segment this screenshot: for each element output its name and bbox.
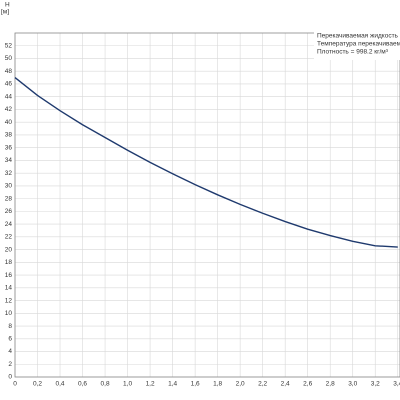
y-tick-label: 46: [5, 81, 13, 88]
x-tick-label: 2,8: [326, 381, 335, 388]
y-tick-label: 40: [5, 119, 13, 126]
y-tick-label: 34: [5, 157, 13, 164]
y-tick-label: 26: [5, 208, 13, 215]
y-tick-label: 36: [5, 144, 13, 151]
y-tick-label: 44: [5, 93, 13, 100]
x-tick-label: 2,6: [303, 381, 312, 388]
x-tick-label: 1,4: [168, 381, 177, 388]
x-tick-label: 3,4: [393, 381, 400, 388]
y-tick-label: 48: [5, 68, 13, 75]
x-tick-label: 0,6: [78, 381, 87, 388]
y-tick-label: 24: [5, 221, 13, 228]
y-tick-label: 12: [5, 297, 13, 304]
y-tick-label: 30: [5, 183, 13, 190]
x-tick-label: 2,0: [236, 381, 245, 388]
plot-frame: [14, 32, 400, 378]
y-tick-label: 20: [5, 246, 13, 253]
y-tick-label: 6: [8, 335, 12, 342]
y-tick-label: 32: [5, 170, 13, 177]
x-tick-label: 2,4: [281, 381, 290, 388]
y-tick-label: 50: [5, 55, 13, 62]
y-axis-label: H: [5, 2, 10, 9]
x-tick-label: 1,2: [146, 381, 155, 388]
x-tick-label: 2,2: [258, 381, 267, 388]
annotation-box: [314, 30, 400, 60]
annotation: Температура перекачиваем: [317, 41, 400, 48]
x-tick-label: 1,0: [123, 381, 132, 388]
y-tick-label: 4: [8, 348, 12, 355]
x-tick-label: 1,8: [213, 381, 222, 388]
x-tick-label: 3,2: [371, 381, 380, 388]
y-axis-unit: [м]: [1, 9, 9, 16]
x-tick-label: 0,4: [56, 381, 65, 388]
annotation: Перекачиваемая жидкость =: [317, 33, 400, 40]
y-tick-label: 2: [8, 361, 12, 368]
y-tick-label: 14: [5, 285, 13, 292]
x-tick-label: 3,0: [348, 381, 357, 388]
y-tick-label: 8: [8, 323, 12, 330]
y-tick-label: 16: [5, 272, 13, 279]
y-tick-label: 0: [8, 374, 12, 381]
annotation: Плотность = 998.2 кг/м³: [317, 49, 389, 56]
y-tick-label: 52: [5, 42, 13, 49]
x-tick-label: 1,6: [191, 381, 200, 388]
y-tick-label: 42: [5, 106, 13, 113]
y-tick-label: 28: [5, 195, 13, 202]
y-tick-label: 10: [5, 310, 13, 317]
x-tick-label: 0,2: [33, 381, 42, 388]
y-tick-label: 22: [5, 234, 13, 241]
curve: [14, 77, 398, 248]
y-tick-label: 18: [5, 259, 13, 266]
x-tick-label: 0: [13, 381, 17, 388]
x-tick-label: 0,8: [101, 381, 110, 388]
y-tick-label: 38: [5, 132, 13, 139]
